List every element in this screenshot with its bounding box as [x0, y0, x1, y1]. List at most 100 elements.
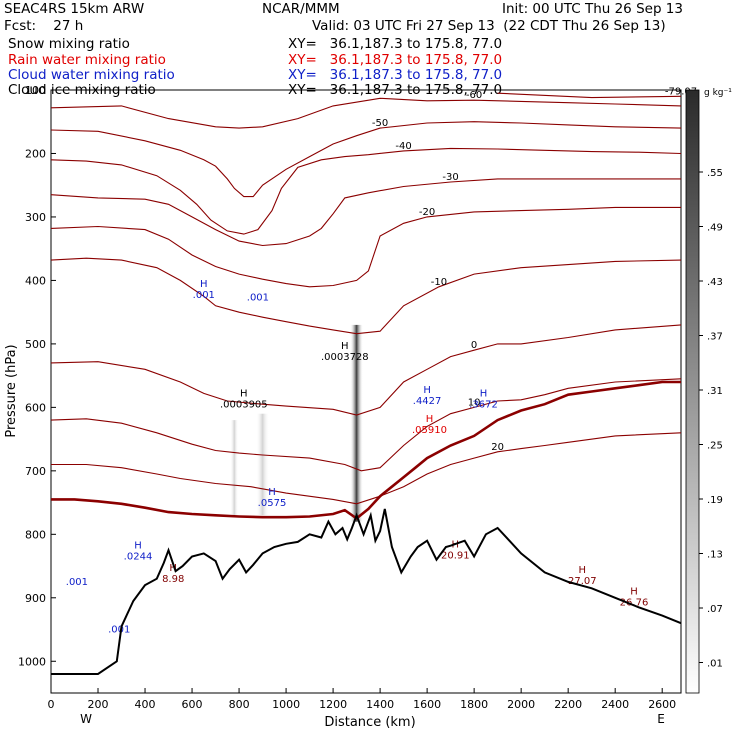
axes: 0 200 400 600 800 1000 1200 1400 1600 1800 2000 220…: [18, 84, 676, 711]
model-title: SEAC4RS 15km ARW: [4, 1, 145, 17]
isotherm-line: [497, 92, 682, 99]
y-tick-label: 800: [25, 528, 46, 541]
isotherm-line: [50, 378, 682, 472]
max-marker: H: [134, 541, 142, 552]
y-tick-label: 200: [25, 148, 46, 161]
shading-column: [350, 324, 363, 522]
x-tick-label: 1200: [319, 698, 347, 711]
forecast-hour: Fcst: 27 h: [4, 18, 84, 34]
isotherm-line: [50, 97, 682, 129]
plot-frame: [50, 89, 682, 694]
isotherm-label: 0: [471, 340, 477, 351]
snow-ice-shading: [230, 324, 363, 522]
zero-isotherm-line: [51, 380, 681, 521]
x-tick-label: 400: [135, 698, 156, 711]
max-marker: H: [480, 388, 488, 399]
max-value: .4427: [413, 396, 442, 407]
x-tick-label: 800: [229, 698, 250, 711]
colorbar-ramp: [685, 89, 700, 694]
isotherm-label: -40: [395, 141, 411, 152]
colorbar-label: .19: [707, 495, 723, 506]
max-value: .05910: [412, 425, 447, 436]
isotherm-line: [50, 121, 682, 198]
y-tick-label: 400: [25, 274, 46, 287]
colorbar-label: .25: [707, 441, 723, 452]
colorbar-label: .31: [707, 386, 723, 397]
field-label-rain: Rain water mixing ratio: [8, 52, 166, 68]
x-end-east: E: [657, 712, 665, 726]
field-label-cloud-water: Cloud water mixing ratio: [8, 67, 175, 83]
max-value: .0244: [124, 552, 153, 563]
field-label-snow: Snow mixing ratio: [8, 36, 130, 52]
valid-time: Valid: 03 UTC Fri 27 Sep 13 (22 CDT Thu …: [312, 18, 666, 34]
max-marker: H: [630, 586, 638, 597]
isotherm-line: [50, 257, 682, 335]
isotherm-label: -20: [419, 207, 435, 218]
max-marker: H: [426, 414, 434, 425]
temperature-contours: -79.07 -60 -50 -40 -30 -20 -10 0 10 20: [50, 86, 697, 521]
colorbar-label: .13: [707, 550, 723, 561]
max-value: .001: [247, 293, 269, 304]
max-marker: H: [341, 341, 349, 352]
y-tick-label: 1000: [18, 655, 46, 668]
x-tick-label: 2400: [601, 698, 629, 711]
x-tick-label: 0: [48, 698, 55, 711]
max-value: .001: [66, 577, 88, 588]
terrain-line: [51, 508, 682, 675]
max-value: .0003905: [220, 399, 268, 410]
max-value: 8.98: [162, 574, 184, 585]
x-tick-label: 200: [88, 698, 109, 711]
y-tick-label: 700: [25, 465, 46, 478]
max-marker: H: [423, 385, 431, 396]
x-tick-label: 1800: [460, 698, 488, 711]
colorbar-label: .07: [707, 604, 723, 615]
x-tick-label: 600: [182, 698, 203, 711]
x-tick-label: 2600: [648, 698, 676, 711]
isotherm-label: 10: [468, 397, 481, 408]
y-tick-label: 500: [25, 338, 46, 351]
max-marker: H: [268, 487, 276, 498]
y-tick-label: 900: [25, 592, 46, 605]
terrain: [51, 508, 682, 675]
x-tick-label: 2200: [554, 698, 582, 711]
x-end-west: W: [80, 712, 92, 726]
max-value: .3672: [469, 399, 498, 410]
field-xy-snow: XY= 36.1,187.3 to 175.8, 77.0: [288, 36, 503, 52]
y-axis-title: Pressure (hPa): [4, 344, 19, 437]
isotherm-line: [50, 178, 681, 247]
org-label: NCAR/MMM: [262, 1, 340, 17]
isotherm-label: -50: [372, 118, 388, 129]
isotherm-label: 20: [491, 442, 504, 453]
isotherm-line: [50, 324, 682, 416]
isotherm-line: [51, 432, 682, 505]
max-value: 26.76: [620, 597, 649, 608]
colorbar-label: .43: [707, 277, 723, 288]
y-tick-label: 100: [25, 84, 46, 97]
colorbar-label: .55: [707, 168, 723, 179]
field-xy-cloud-water: XY= 36.1,187.3 to 175.8, 77.0: [288, 67, 503, 83]
max-value: .001: [193, 290, 215, 301]
isotherm-line: [50, 206, 681, 288]
isotherm-line: [50, 147, 682, 235]
colorbar-unit: g kg⁻¹: [704, 88, 732, 98]
isotherm-label: -10: [431, 277, 447, 288]
max-value: 27.07: [568, 576, 597, 587]
isotherm-label: -79.07: [665, 86, 697, 97]
colorbar-label: .01: [707, 659, 723, 670]
max-value: .0575: [258, 498, 287, 509]
max-marker: H: [200, 279, 208, 290]
isotherm-label: -60: [466, 90, 482, 101]
x-tick-label: 1400: [366, 698, 394, 711]
y-tick-label: 300: [25, 211, 46, 224]
max-value: .0003728: [321, 352, 369, 363]
max-value: .001: [108, 625, 130, 636]
colorbar-label: .49: [707, 223, 723, 234]
max-marker: H: [579, 565, 587, 576]
x-axis-title: Distance (km): [324, 715, 415, 730]
x-tick-label: 1000: [272, 698, 300, 711]
field-xy-rain: XY= 36.1,187.3 to 175.8, 77.0: [288, 52, 503, 68]
shading-column: [230, 420, 239, 516]
x-tick-label: 2000: [507, 698, 535, 711]
colorbar: g kg⁻¹ .55 .49 .43 .37 .31 .25 .19 .13 .07 .01: [685, 88, 732, 694]
